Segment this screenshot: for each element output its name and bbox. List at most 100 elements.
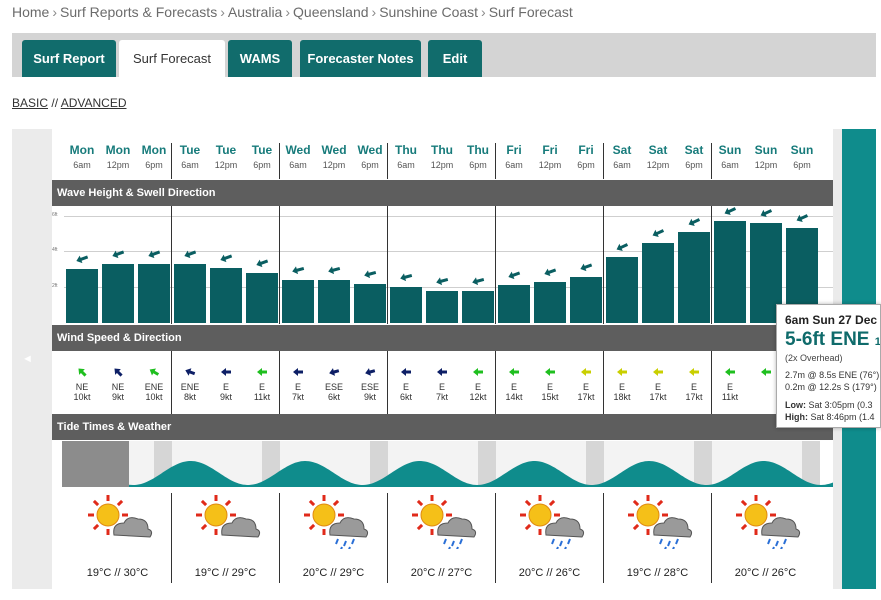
wave-bar[interactable] <box>714 221 746 323</box>
breadcrumb-item[interactable]: Australia <box>227 4 283 20</box>
day-separator <box>171 143 172 179</box>
wave-bar[interactable] <box>66 269 98 323</box>
day-separator <box>279 206 280 324</box>
swell-direction-icon <box>364 270 377 278</box>
day-separator <box>171 493 172 583</box>
wind-arrow-icon <box>725 368 735 376</box>
left-nav-strip: ◄ <box>12 129 40 589</box>
breadcrumb-item[interactable]: Surf Reports & Forecasts <box>60 4 218 20</box>
column-time: 6pm <box>577 160 595 170</box>
column-header: Sun 6pm <box>784 143 820 170</box>
wind-arrow-icon <box>761 368 771 376</box>
wave-bar[interactable] <box>390 287 422 323</box>
day-separator <box>603 206 604 324</box>
column-time: 6am <box>721 160 739 170</box>
wind-direction: E <box>222 382 229 392</box>
swell-direction-icon <box>724 207 737 216</box>
wind-direction: ESE <box>324 382 343 392</box>
wave-bar[interactable] <box>318 280 350 323</box>
tooltip-swell: 2.7m @ 8.5s ENE (76°) 0.2m @ 12.2s S (17… <box>785 370 880 392</box>
column-header: Fri 6am <box>496 143 532 170</box>
breadcrumb-item[interactable]: Sunshine Coast <box>379 4 479 20</box>
column-day: Sat <box>648 143 668 157</box>
wind-speed: 12kt <box>469 392 487 402</box>
forecast-panel: ◄ Mon 6am Mon 12pm Mon 6pm Tue 6am Tue 12pm Tue 6pm… <box>12 129 876 589</box>
gridline <box>64 215 833 217</box>
column-header: Tue 6pm <box>244 143 280 170</box>
column-time: 6pm <box>361 160 379 170</box>
wind-arrow-icon <box>581 368 591 376</box>
column-day: Tue <box>251 143 273 157</box>
tooltip-time: 6am Sun 27 Dec <box>785 313 878 327</box>
wave-bar[interactable] <box>102 264 134 323</box>
wind-speed: 9kt <box>363 392 376 402</box>
weather-icon <box>195 495 260 538</box>
breadcrumb-separator: › <box>52 4 58 20</box>
day-separator <box>603 351 604 414</box>
column-time: 6am <box>505 160 523 170</box>
column-day: Sat <box>684 143 704 157</box>
wind-arrow-icon <box>689 368 699 376</box>
column-header: Mon 6am <box>64 143 100 170</box>
wind-direction: E <box>582 382 589 392</box>
swell-direction-icon <box>76 255 89 264</box>
wind-item: E 6kt <box>388 366 424 402</box>
tab-surf-report[interactable]: Surf Report <box>22 40 116 77</box>
wave-bar[interactable] <box>678 231 710 323</box>
breadcrumb-item[interactable]: Queensland <box>293 4 369 20</box>
breadcrumb-item[interactable]: Home <box>12 4 50 20</box>
wind-item: E 15kt <box>532 366 568 402</box>
wind-speed: 11kt <box>253 392 271 402</box>
wave-bar[interactable] <box>498 285 530 323</box>
y-tick-label: 2ft <box>52 283 58 290</box>
column-day: Sun <box>790 143 814 157</box>
advanced-link[interactable]: ADVANCED <box>60 96 127 110</box>
tab-edit[interactable]: Edit <box>428 40 482 77</box>
day-separator <box>603 143 604 179</box>
breadcrumb-item: Surf Forecast <box>488 4 573 20</box>
wave-bar[interactable] <box>246 272 278 323</box>
wind-speed: 8kt <box>183 392 196 402</box>
breadcrumb-separator: › <box>285 4 291 20</box>
wind-direction: ESE <box>360 382 379 392</box>
wave-bar[interactable] <box>426 290 458 323</box>
wave-bar[interactable] <box>570 276 602 323</box>
wind-arrow-icon <box>221 368 231 376</box>
basic-link[interactable]: BASIC <box>12 96 49 110</box>
wave-bar[interactable] <box>462 290 494 323</box>
wind-item: ESE 9kt <box>352 366 388 402</box>
day-separator <box>495 206 496 324</box>
wave-bar[interactable] <box>354 283 386 323</box>
wave-bar[interactable] <box>642 242 674 323</box>
day-separator <box>603 493 604 583</box>
wind-arrow-icon <box>329 368 340 376</box>
column-time: 12pm <box>754 160 778 170</box>
column-time: 12pm <box>646 160 670 170</box>
wind-direction: E <box>726 382 733 392</box>
wind-speed: 7kt <box>435 392 448 402</box>
tab-forecaster-notes[interactable]: Forecaster Notes <box>300 40 421 77</box>
prev-arrow-icon[interactable]: ◄ <box>22 353 33 365</box>
column-header: Tue 12pm <box>208 143 244 170</box>
tab-surf-forecast[interactable]: Surf Forecast <box>119 40 225 77</box>
wind-direction: E <box>294 382 301 392</box>
swell-direction-icon <box>580 263 593 271</box>
column-header: Sun 6am <box>712 143 748 170</box>
day-separator <box>387 351 388 414</box>
wave-bar[interactable] <box>534 281 566 323</box>
wave-bar[interactable] <box>138 264 170 323</box>
wind-item: E 17kt <box>568 366 604 402</box>
wave-bar[interactable] <box>282 280 314 323</box>
wave-bar[interactable] <box>210 267 242 323</box>
wave-bar[interactable] <box>606 256 638 323</box>
wind-speed: 17kt <box>577 392 595 402</box>
wind-arrow-icon <box>257 368 267 376</box>
wave-bar[interactable] <box>174 264 206 323</box>
wind-item <box>748 366 784 382</box>
temperature-range: 19°C // 30°C <box>86 567 149 579</box>
temperature-range: 20°C // 29°C <box>302 567 365 579</box>
wind-direction: E <box>690 382 697 392</box>
tab-wams[interactable]: WAMS <box>228 40 292 77</box>
wind-direction: NE <box>75 382 89 392</box>
wind-speed: 11kt <box>721 392 739 402</box>
